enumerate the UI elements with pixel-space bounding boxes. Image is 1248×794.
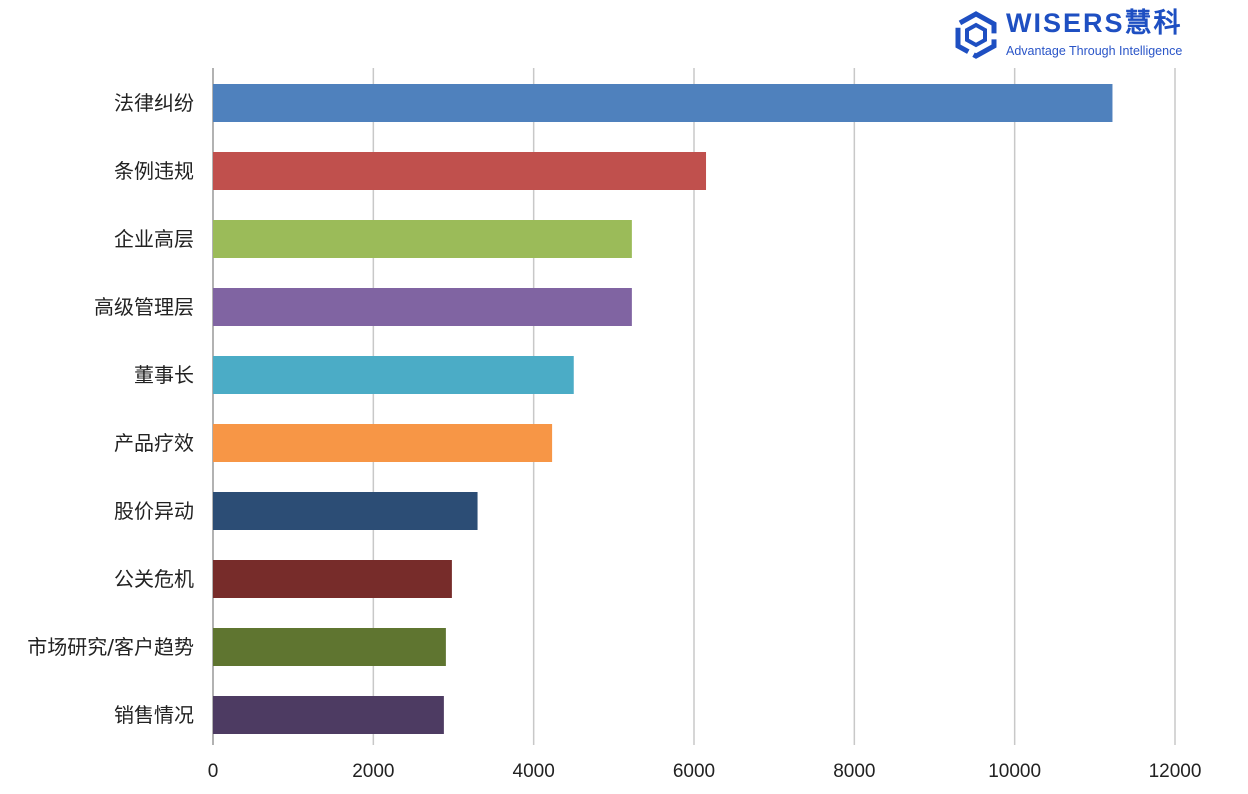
hexagon-logo-icon	[955, 11, 997, 59]
bar	[213, 356, 574, 394]
bar	[213, 220, 632, 258]
logo-tagline: Advantage Through Intelligence	[1006, 44, 1183, 58]
x-tick-label: 2000	[352, 761, 394, 782]
x-tick-label: 0	[208, 761, 219, 782]
bar	[213, 84, 1113, 122]
category-label: 公关危机	[114, 567, 194, 591]
wisers-logo: WISERS慧科 Advantage Through Intelligence	[952, 8, 1202, 62]
x-tick-label: 4000	[513, 761, 555, 782]
x-tick-label: 6000	[673, 761, 715, 782]
category-label: 高级管理层	[94, 295, 194, 319]
bar	[213, 152, 707, 190]
logo-name: WISERS慧科	[1006, 8, 1183, 38]
category-label: 产品疗效	[114, 431, 194, 455]
bar	[213, 696, 444, 734]
x-tick-label: 10000	[988, 761, 1041, 782]
category-label: 股价异动	[114, 499, 194, 523]
bar	[213, 492, 478, 530]
category-label: 法律纠纷	[114, 91, 194, 115]
bar	[213, 288, 632, 326]
bar	[213, 560, 452, 598]
bar	[213, 628, 446, 666]
category-label: 企业高层	[114, 227, 194, 251]
x-tick-label: 12000	[1149, 761, 1202, 782]
category-label: 董事长	[134, 363, 194, 387]
category-label: 市场研究/客户趋势	[27, 635, 194, 659]
category-label: 条例违规	[114, 159, 194, 183]
bar	[213, 424, 553, 462]
category-label: 销售情况	[114, 703, 194, 727]
x-tick-label: 8000	[833, 761, 875, 782]
